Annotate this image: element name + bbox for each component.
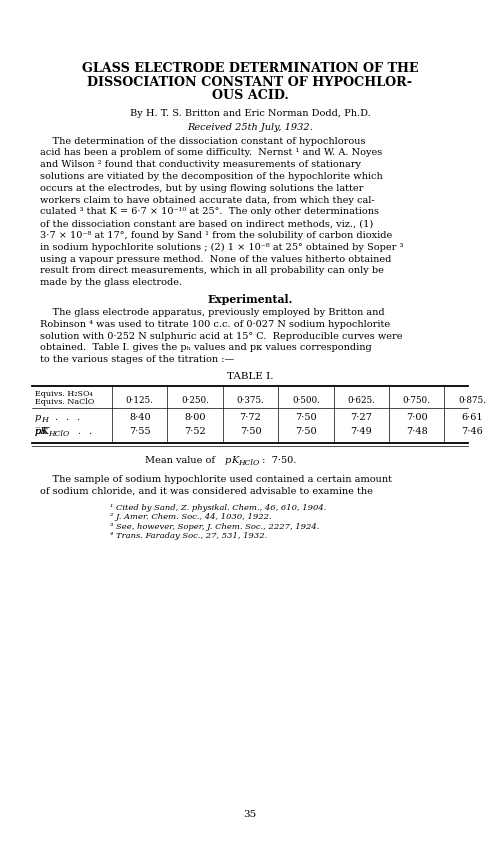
Text: 7·52: 7·52 bbox=[184, 427, 206, 436]
Text: of the dissociation constant are based on indirect methods, viz., (1): of the dissociation constant are based o… bbox=[40, 220, 373, 228]
Text: The glass electrode apparatus, previously employed by Britton and: The glass electrode apparatus, previousl… bbox=[40, 308, 384, 317]
Text: 3·7 × 10⁻⁸ at 17°, found by Sand ¹ from the solubility of carbon dioxide: 3·7 × 10⁻⁸ at 17°, found by Sand ¹ from … bbox=[40, 231, 392, 240]
Text: .: . bbox=[77, 427, 80, 436]
Text: K: K bbox=[41, 427, 48, 436]
Text: 8·00: 8·00 bbox=[184, 413, 206, 422]
Text: H: H bbox=[41, 416, 48, 424]
Text: occurs at the electrodes, but by using flowing solutions the latter: occurs at the electrodes, but by using f… bbox=[40, 183, 364, 193]
Text: made by the glass electrode.: made by the glass electrode. bbox=[40, 278, 182, 287]
Text: p̅K: p̅K bbox=[35, 427, 48, 436]
Text: TABLE I.: TABLE I. bbox=[227, 372, 273, 381]
Text: .: . bbox=[54, 413, 57, 422]
Text: workers claim to have obtained accurate data, from which they cal-: workers claim to have obtained accurate … bbox=[40, 195, 374, 204]
Text: .: . bbox=[88, 427, 91, 436]
Text: HClO: HClO bbox=[238, 459, 259, 467]
Text: ² J. Amer. Chem. Soc., 44, 1030, 1922.: ² J. Amer. Chem. Soc., 44, 1030, 1922. bbox=[110, 513, 272, 521]
Text: and Wilson ² found that conductivity measurements of stationary: and Wilson ² found that conductivity mea… bbox=[40, 160, 361, 169]
Text: Experimental.: Experimental. bbox=[208, 294, 292, 305]
Text: 7·49: 7·49 bbox=[350, 427, 372, 436]
Text: 0·625.: 0·625. bbox=[348, 396, 375, 405]
Text: 7·50: 7·50 bbox=[240, 427, 262, 436]
Text: solution with 0·252 N sulphuric acid at 15° C.  Reproducible curves were: solution with 0·252 N sulphuric acid at … bbox=[40, 331, 403, 341]
Text: solutions are vitiated by the decomposition of the hypochlorite which: solutions are vitiated by the decomposit… bbox=[40, 172, 383, 181]
Text: GLASS ELECTRODE DETERMINATION OF THE: GLASS ELECTRODE DETERMINATION OF THE bbox=[82, 62, 418, 75]
Text: in sodium hypochlorite solutions ; (2) 1 × 10⁻⁸ at 25° obtained by Soper ³: in sodium hypochlorite solutions ; (2) 1… bbox=[40, 243, 404, 251]
Text: 7·72: 7·72 bbox=[240, 413, 262, 422]
Text: 0·875.: 0·875. bbox=[458, 396, 486, 405]
Text: :  7·50.: : 7·50. bbox=[259, 456, 296, 465]
Text: The determination of the dissociation constant of hypochlorous: The determination of the dissociation co… bbox=[40, 136, 366, 145]
Text: DISSOCIATION CONSTANT OF HYPOCHLOR-: DISSOCIATION CONSTANT OF HYPOCHLOR- bbox=[88, 76, 412, 88]
Text: to the various stages of the titration :—: to the various stages of the titration :… bbox=[40, 355, 234, 364]
Text: 7·00: 7·00 bbox=[406, 413, 427, 422]
Text: 7·27: 7·27 bbox=[350, 413, 372, 422]
Text: 7·48: 7·48 bbox=[406, 427, 427, 436]
Text: 0·375.: 0·375. bbox=[236, 396, 264, 405]
Text: 7·50: 7·50 bbox=[295, 427, 316, 436]
Text: The sample of sodium hypochlorite used contained a certain amount: The sample of sodium hypochlorite used c… bbox=[40, 475, 392, 484]
Text: 0·500.: 0·500. bbox=[292, 396, 320, 405]
Text: result from direct measurements, which in all probability can only be: result from direct measurements, which i… bbox=[40, 267, 384, 275]
Text: 8·40: 8·40 bbox=[129, 413, 150, 422]
Text: 7·46: 7·46 bbox=[461, 427, 483, 436]
Text: 0·750.: 0·750. bbox=[403, 396, 430, 405]
Text: ¹ Cited by Sand, Z. physikal. Chem., 46, 610, 1904.: ¹ Cited by Sand, Z. physikal. Chem., 46,… bbox=[110, 504, 326, 511]
Text: Mean value of: Mean value of bbox=[145, 456, 218, 465]
Text: p: p bbox=[225, 456, 231, 465]
Text: obtained.  Table I. gives the pₕ values and pᴋ values corresponding: obtained. Table I. gives the pₕ values a… bbox=[40, 343, 372, 352]
Text: 7·50: 7·50 bbox=[295, 413, 316, 422]
Text: 35: 35 bbox=[244, 810, 256, 819]
Text: culated ³ that K = 6·7 × 10⁻¹⁰ at 25°.  The only other determinations: culated ³ that K = 6·7 × 10⁻¹⁰ at 25°. T… bbox=[40, 207, 379, 216]
Text: 7·55: 7·55 bbox=[129, 427, 150, 436]
Text: using a vapour pressure method.  None of the values hitherto obtained: using a vapour pressure method. None of … bbox=[40, 255, 392, 263]
Text: of sodium chloride, and it was considered advisable to examine the: of sodium chloride, and it was considere… bbox=[40, 487, 373, 495]
Text: 0·250.: 0·250. bbox=[181, 396, 209, 405]
Text: p: p bbox=[35, 427, 41, 436]
Text: Robinson ⁴ was used to titrate 100 c.c. of 0·027 N sodium hypochlorite: Robinson ⁴ was used to titrate 100 c.c. … bbox=[40, 320, 390, 329]
Text: Equivs. H₂SO₄: Equivs. H₂SO₄ bbox=[35, 390, 93, 398]
Text: 6·61: 6·61 bbox=[462, 413, 483, 422]
Text: Equivs. NaClO: Equivs. NaClO bbox=[35, 398, 94, 406]
Text: By H. T. S. Britton and Eric Norman Dodd, Ph.D.: By H. T. S. Britton and Eric Norman Dodd… bbox=[130, 108, 370, 118]
Text: HClO: HClO bbox=[48, 430, 69, 438]
Text: K: K bbox=[231, 456, 238, 465]
Text: ³ See, however, Soper, J. Chem. Soc., 2227, 1924.: ³ See, however, Soper, J. Chem. Soc., 22… bbox=[110, 522, 320, 531]
Text: ⁴ Trans. Faraday Soc., 27, 531, 1932.: ⁴ Trans. Faraday Soc., 27, 531, 1932. bbox=[110, 532, 267, 540]
Text: acid has been a problem of some difficulty.  Nernst ¹ and W. A. Noyes: acid has been a problem of some difficul… bbox=[40, 148, 382, 157]
Text: p: p bbox=[35, 413, 41, 422]
Text: Received 25th July, 1932.: Received 25th July, 1932. bbox=[187, 123, 313, 131]
Text: .: . bbox=[76, 413, 79, 422]
Text: OUS ACID.: OUS ACID. bbox=[212, 89, 288, 102]
Text: .: . bbox=[65, 413, 68, 422]
Text: 0·125.: 0·125. bbox=[126, 396, 154, 405]
